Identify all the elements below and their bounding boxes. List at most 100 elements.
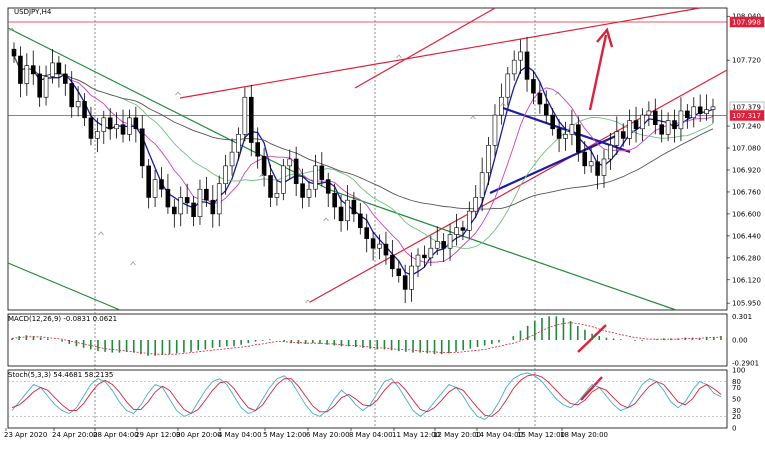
candle-body xyxy=(216,183,222,215)
candle-body xyxy=(184,197,190,204)
candle-body xyxy=(537,92,543,105)
candle-body xyxy=(563,133,568,139)
stoch-up-stroke xyxy=(580,376,603,401)
price-panel[interactable] xyxy=(7,7,728,311)
candle-body xyxy=(620,131,626,139)
price-tick-label: 105.950 xyxy=(732,300,761,308)
candle-body xyxy=(377,243,382,249)
candle-body xyxy=(370,238,376,249)
red-channel-upper xyxy=(354,7,496,89)
candle-body xyxy=(691,106,697,119)
candle-body xyxy=(69,83,75,108)
candle-body xyxy=(428,247,434,259)
candle-body xyxy=(569,124,575,135)
macd-panel[interactable] xyxy=(11,316,722,356)
price-tick-label: 107.720 xyxy=(732,57,761,65)
candle-body xyxy=(178,197,184,215)
stochastic-panel[interactable] xyxy=(8,372,727,420)
price-tick-label: 106.280 xyxy=(732,254,761,262)
macd-tick-label: 0.301 xyxy=(732,313,752,321)
candle-body xyxy=(274,193,280,198)
candle-body xyxy=(524,51,530,80)
macd-signal-line xyxy=(11,322,722,355)
candle-body xyxy=(191,202,196,217)
candle-body xyxy=(640,114,645,130)
candle-body xyxy=(293,158,299,185)
stoch-signal-line xyxy=(11,374,722,417)
candle-body xyxy=(242,96,248,135)
candle-body xyxy=(595,161,600,176)
stoch-tick-label: 30 xyxy=(732,407,741,415)
candle-body xyxy=(505,73,511,98)
candle-body xyxy=(56,62,62,75)
candle-body xyxy=(95,131,100,139)
candle-body xyxy=(697,106,703,115)
fractal-marker xyxy=(396,54,402,59)
red-support-line xyxy=(309,69,728,303)
x-tick-label: 30 Apr 20:00 xyxy=(176,431,222,439)
fractal-marker xyxy=(555,91,561,96)
candle-body xyxy=(261,155,267,176)
x-tick-label: 15 May 12:00 xyxy=(517,431,565,439)
candle-body xyxy=(133,117,139,130)
symbol-label: USDJPY,H4 xyxy=(14,8,52,16)
candle-body xyxy=(172,206,177,215)
stoch-main-line xyxy=(11,372,722,420)
candle-body xyxy=(486,144,491,174)
candle-body xyxy=(210,199,216,215)
candle-body xyxy=(518,51,523,61)
candle-body xyxy=(415,254,421,267)
macd-tick-label: 0.00 xyxy=(732,337,748,345)
macd-tick-label: -0.2901 xyxy=(732,359,759,367)
candle-body xyxy=(531,79,536,94)
candle-body xyxy=(43,76,49,98)
price-tick-label: 108.040 xyxy=(732,13,761,21)
candle-body xyxy=(152,179,158,198)
candle-body xyxy=(511,59,517,75)
stoch-tick-label: 100 xyxy=(732,367,745,375)
candle-body xyxy=(434,241,440,249)
candle-body xyxy=(248,96,254,143)
macd-frame xyxy=(7,313,728,367)
candle-body xyxy=(50,62,55,77)
price-tag-box-2 xyxy=(729,110,765,121)
stoch-frame xyxy=(7,369,728,429)
stoch-tick-label: 50 xyxy=(732,396,741,404)
ma-fast xyxy=(13,55,714,276)
candle-body xyxy=(300,183,305,198)
candle-body xyxy=(422,254,427,259)
x-tick-label: 11 May 12:00 xyxy=(392,431,440,439)
candle-body xyxy=(543,103,549,116)
price-tag-label-1: 107.379 xyxy=(732,103,761,111)
candle-body xyxy=(614,131,620,146)
price-tag-box-0 xyxy=(729,16,765,28)
candle-body xyxy=(287,158,293,167)
stoch-tick-label: 80 xyxy=(732,378,741,386)
x-tick-label: 14 May 04:00 xyxy=(475,431,523,439)
candle-body xyxy=(550,114,555,130)
candle-body xyxy=(88,117,94,139)
chart-background xyxy=(7,7,728,429)
candle-body xyxy=(306,188,312,198)
x-tick-label: 12 May 20:00 xyxy=(433,431,481,439)
candle-body xyxy=(101,117,107,132)
candle-body xyxy=(24,65,30,84)
price-frame xyxy=(7,7,728,311)
candle-body xyxy=(704,109,709,114)
candle-body xyxy=(204,188,209,201)
x-tick-label: 8 May 04:00 xyxy=(349,431,393,439)
x-tick-label: 5 May 12:00 xyxy=(263,431,307,439)
candle-body xyxy=(165,188,171,208)
price-tick-label: 106.120 xyxy=(732,276,761,284)
ma-long xyxy=(13,55,714,210)
x-tick-label: 18 May 20:00 xyxy=(560,431,608,439)
price-tick-label: 107.240 xyxy=(732,123,761,131)
candle-body xyxy=(107,117,113,130)
green-channel-lower xyxy=(7,262,121,311)
fractal-marker xyxy=(130,261,136,266)
candle-body xyxy=(710,106,716,110)
candle-body xyxy=(447,234,453,249)
candle-body xyxy=(63,73,68,84)
up-arrow-shaft xyxy=(588,34,608,111)
